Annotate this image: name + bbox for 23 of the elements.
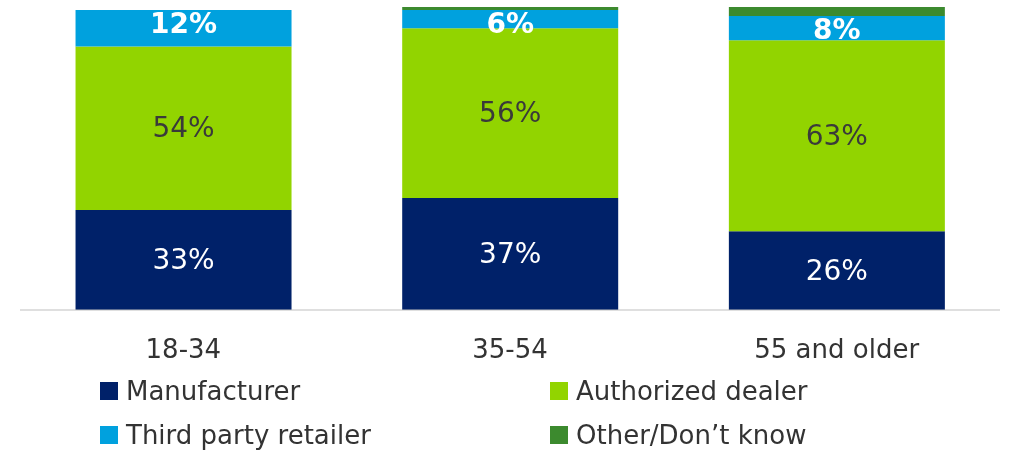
legend-label: Authorized dealer [576, 376, 808, 406]
bar [728, 7, 945, 17]
bar [75, 46, 292, 211]
x-tick-label: 55 and older [754, 334, 920, 365]
data-label: 56% [479, 96, 542, 130]
data-label: 54% [152, 111, 215, 145]
bar [75, 10, 292, 47]
data-label: 26% [805, 253, 868, 287]
data-label: 33% [152, 243, 215, 277]
data-label: 63% [805, 118, 868, 152]
legend-label: Manufacturer [126, 376, 301, 406]
data-label: 37% [479, 236, 542, 270]
legend-label: Third party retailer [126, 420, 371, 450]
legend-label: Other/Don’t know [576, 420, 807, 450]
bar [728, 40, 945, 232]
bar [402, 7, 619, 11]
bar [728, 231, 945, 310]
x-tick-label: 35-54 [472, 334, 548, 365]
bar [402, 197, 619, 310]
bar [75, 210, 292, 310]
data-label: 12% [150, 7, 218, 41]
x-tick-label: 18-34 [145, 334, 222, 365]
data-label: 8% [813, 13, 861, 47]
